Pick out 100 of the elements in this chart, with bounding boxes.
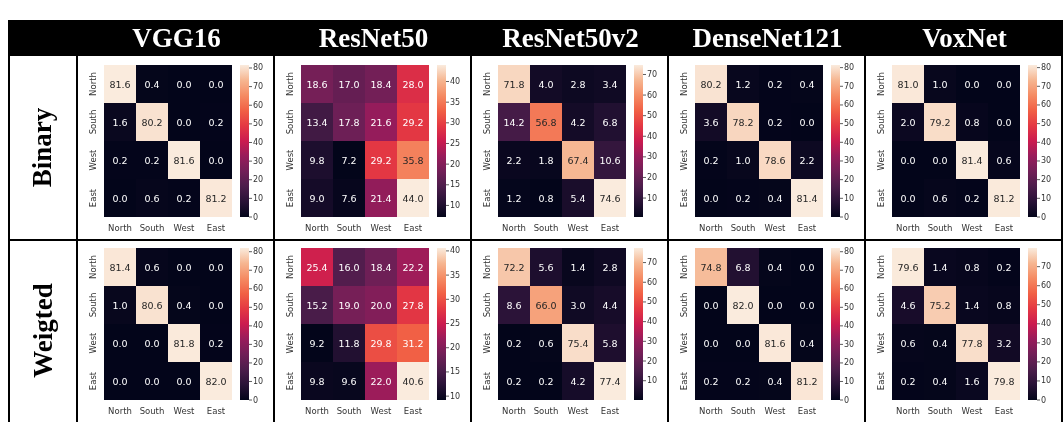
color-bar-label: 10 [844,193,855,203]
data-label: 72.2 [503,261,525,273]
y-tick-label: South [88,109,98,135]
color-bar-label: 50 [647,297,658,307]
data-label: 0.0 [900,154,916,166]
data-label: 1.8 [538,154,554,166]
color-bar-label: 40 [450,246,461,256]
data-label: 2.8 [570,78,586,90]
data-label: 77.4 [599,375,621,387]
data-label: 4.0 [538,78,554,90]
data-label: 1.2 [506,192,522,204]
data-label: 81.2 [796,375,818,387]
data-label: 4.2 [570,116,586,128]
data-label: 35.8 [402,154,424,166]
data-label: 21.4 [370,192,392,204]
data-label: 0.0 [208,154,224,166]
color-bar-label: 10 [844,376,855,386]
data-label: 1.6 [964,375,980,387]
x-tick-label: South [730,406,756,417]
data-label: 0.6 [538,337,554,349]
y-tick-label: West [88,331,98,354]
data-label: 44.0 [402,192,424,204]
color-bar-label: 0 [1041,395,1047,405]
color-bar-label: 10 [1041,376,1052,386]
color-bar-label: 30 [450,118,461,128]
x-tick-label: North [305,223,329,234]
data-label: 0.2 [208,337,224,349]
data-label: 0.0 [176,375,192,387]
color-bar-label: 15 [450,367,461,377]
y-tick-label: South [679,292,689,318]
data-label: 11.8 [338,337,360,349]
data-label: 0.0 [176,116,192,128]
data-label: 79.8 [993,375,1015,387]
data-label: 1.0 [932,78,948,90]
data-label: 15.2 [306,299,328,311]
data-label: 75.2 [929,299,951,311]
color-bar-label: 50 [647,111,658,121]
data-label: 4.4 [602,299,618,311]
y-tick-label: North [679,255,689,279]
y-tick-label: South [482,292,492,318]
x-tick-label: West [961,223,984,234]
data-label: 0.2 [735,375,751,387]
data-label: 4.2 [570,375,586,387]
data-label: 3.6 [703,116,719,128]
color-bar-label: 50 [844,119,855,129]
data-label: 40.6 [402,375,424,387]
y-tick-label: South [285,292,295,318]
color-bar-label: 60 [1041,281,1052,291]
data-label: 18.4 [370,78,392,90]
x-tick-label: West [567,406,590,417]
color-bar-label: 30 [647,152,658,162]
data-label: 6.8 [735,261,751,273]
y-tick-label: East [482,371,492,391]
data-label: 0.4 [799,78,815,90]
y-tick-label: South [285,109,295,135]
color-bar-label: 0 [253,212,259,222]
y-tick-label: North [679,72,689,96]
color-bar-label: 70 [1041,262,1052,272]
data-label: 0.0 [964,78,980,90]
data-label: 81.4 [961,154,983,166]
y-tick-label: South [876,292,886,318]
data-label: 0.0 [112,192,128,204]
data-label: 81.4 [109,261,131,273]
color-bar-label: 30 [1041,338,1052,348]
data-label: 56.8 [535,116,557,128]
y-tick-label: East [679,371,689,391]
y-tick-label: East [876,188,886,208]
data-label: 0.6 [932,192,948,204]
color-bar-label: 20 [253,358,264,368]
data-label: 82.0 [205,375,227,387]
data-label: 1.0 [112,299,128,311]
color-bar-label: 70 [844,265,855,275]
data-label: 0.6 [996,154,1012,166]
data-label: 81.6 [173,154,195,166]
data-label: 0.0 [176,78,192,90]
data-label: 9.0 [309,192,325,204]
data-label: 0.2 [506,375,522,387]
color-bar-label: 20 [1041,175,1052,185]
color-bar-label: 0 [1041,212,1047,222]
data-label: 0.4 [144,78,160,90]
x-tick-label: North [699,223,723,234]
data-label: 18.6 [306,78,328,90]
y-tick-label: West [679,331,689,354]
y-tick-label: West [88,148,98,171]
x-tick-label: West [173,223,196,234]
data-label: 2.2 [506,154,522,166]
data-label: 0.2 [964,192,980,204]
data-label: 67.4 [567,154,589,166]
data-label: 81.2 [993,192,1015,204]
data-label: 0.0 [932,154,948,166]
x-tick-label: West [173,406,196,417]
data-label: 0.0 [996,116,1012,128]
data-label: 0.0 [112,375,128,387]
color-bar-label: 30 [253,339,264,349]
data-label: 81.0 [897,78,919,90]
y-tick-label: West [285,148,295,171]
y-tick-label: North [88,255,98,279]
y-tick-label: East [88,371,98,391]
data-label: 0.0 [767,299,783,311]
x-tick-label: South [336,406,362,417]
